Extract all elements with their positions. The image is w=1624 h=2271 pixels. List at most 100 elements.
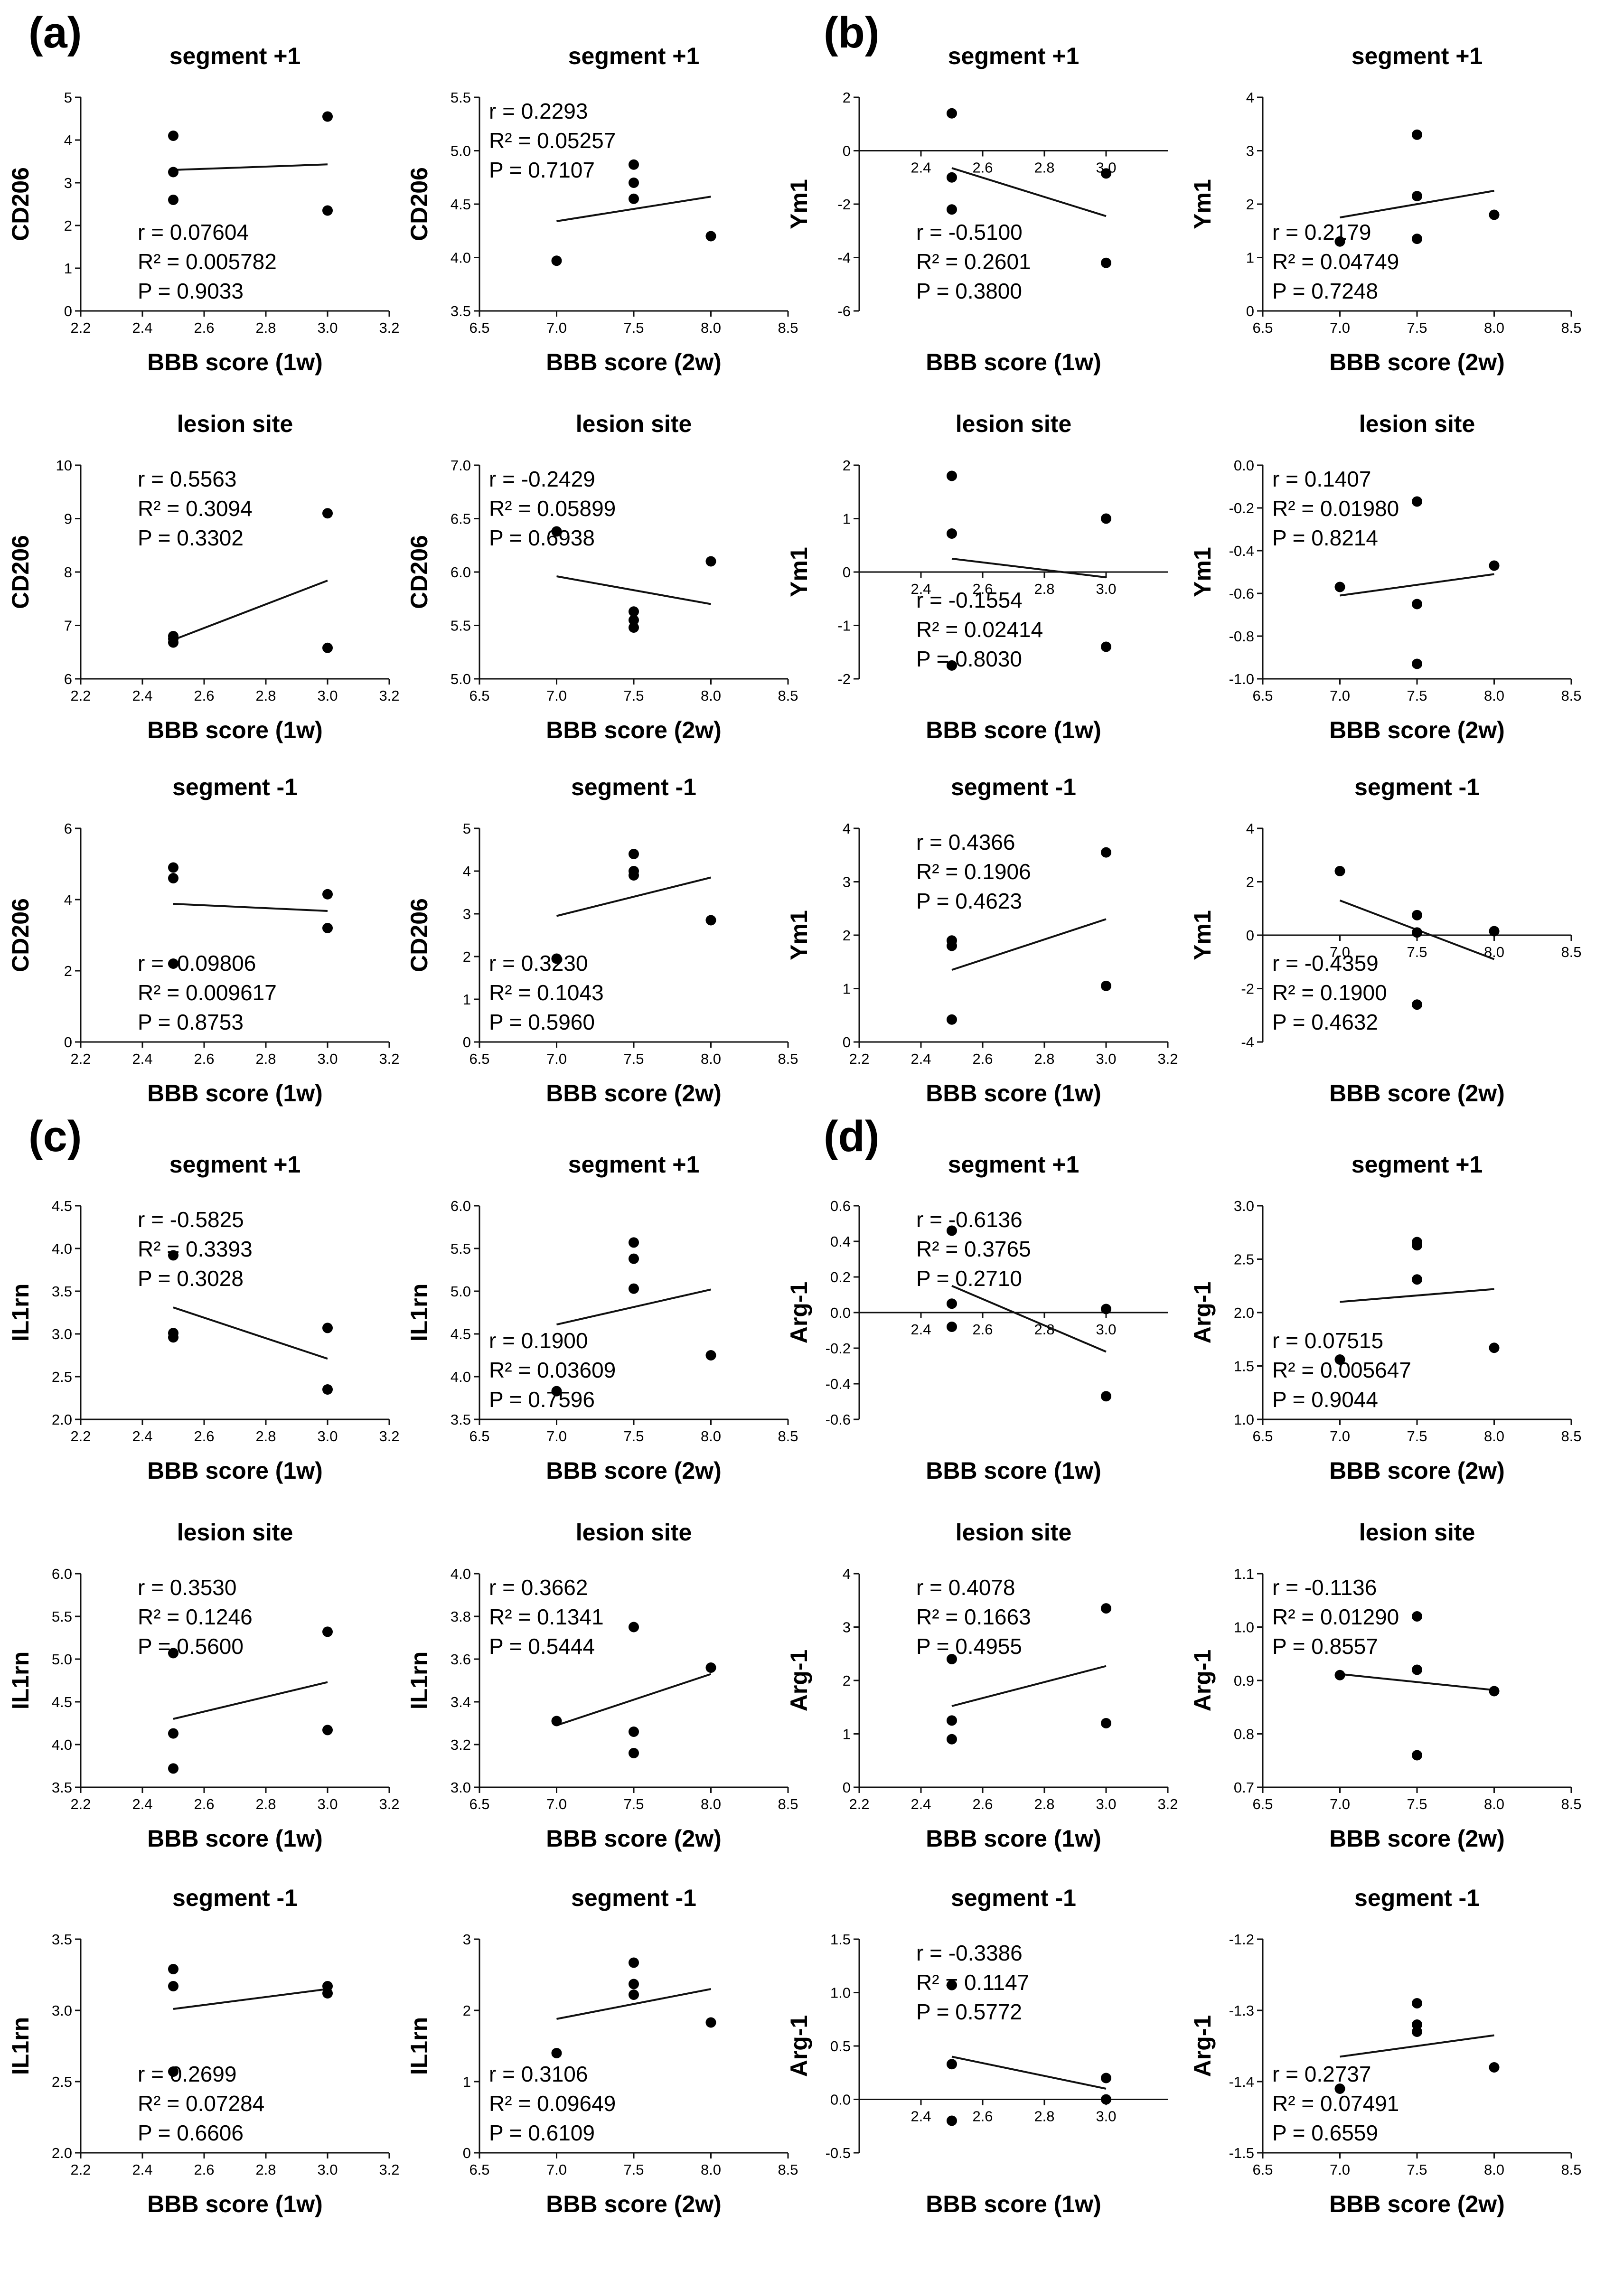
data-point bbox=[947, 108, 957, 119]
regression-line bbox=[951, 1285, 1107, 1353]
data-point bbox=[629, 615, 639, 626]
chart-title: segment -1 bbox=[1354, 1885, 1480, 1911]
data-point bbox=[1334, 1670, 1345, 1680]
y-tick-label: 2.5 bbox=[52, 2074, 72, 2090]
stat-line-3: P = 0.8030 bbox=[916, 647, 1022, 671]
y-tick-label: -1.4 bbox=[1229, 2074, 1254, 2090]
data-point bbox=[168, 1981, 178, 1991]
data-point bbox=[947, 2059, 957, 2070]
stat-line-2: R² = 0.04749 bbox=[1272, 249, 1399, 274]
y-axis-label: IL1rn bbox=[406, 2017, 432, 2075]
x-tick-label: 8.0 bbox=[1484, 944, 1504, 960]
x-axis-label: BBB score (1w) bbox=[147, 1080, 323, 1107]
data-point bbox=[1101, 847, 1111, 858]
y-tick-label: 1.1 bbox=[1234, 1566, 1254, 1582]
x-tick-label: 3.2 bbox=[379, 1796, 399, 1812]
chart-title: segment +1 bbox=[948, 43, 1080, 69]
chart-c-il1rn-22: segment -1 0 1 2 3 6.5 7.0 7.5 8.0 8.5 BBB score (… bbox=[406, 1885, 798, 2217]
data-point bbox=[1101, 513, 1111, 524]
data-point bbox=[1412, 1664, 1422, 1675]
x-tick-label: 3.0 bbox=[1096, 1796, 1116, 1812]
data-point bbox=[1101, 257, 1111, 268]
data-point bbox=[1101, 2094, 1111, 2105]
x-tick-label: 2.8 bbox=[255, 1796, 276, 1812]
x-tick-label: 6.5 bbox=[1252, 1428, 1273, 1445]
data-point bbox=[629, 849, 639, 859]
x-tick-label: 2.4 bbox=[132, 319, 152, 336]
data-point bbox=[168, 1332, 178, 1343]
y-tick-label: 2 bbox=[1246, 874, 1254, 891]
y-tick-label: 7.0 bbox=[451, 457, 471, 474]
x-tick-label: 7.5 bbox=[623, 1796, 644, 1812]
y-axis-label: CD206 bbox=[7, 167, 34, 241]
x-tick-label: 2.6 bbox=[194, 319, 214, 336]
x-tick-label: 7.5 bbox=[1407, 1796, 1427, 1812]
x-axis-label: BBB score (1w) bbox=[147, 717, 323, 743]
data-point bbox=[705, 915, 716, 926]
x-tick-label: 2.2 bbox=[70, 1796, 91, 1812]
data-point bbox=[1334, 1354, 1345, 1365]
y-tick-label: 2 bbox=[843, 457, 851, 474]
stat-line-2: R² = 0.1341 bbox=[489, 1605, 604, 1629]
data-point bbox=[1412, 658, 1422, 669]
data-point bbox=[629, 1237, 639, 1248]
x-tick-label: 8.0 bbox=[701, 1428, 721, 1445]
data-point bbox=[947, 1980, 957, 1990]
y-tick-label: 10 bbox=[56, 457, 72, 474]
y-tick-label: 4.5 bbox=[52, 1694, 72, 1710]
stat-line-3: P = 0.4632 bbox=[1272, 1010, 1378, 1034]
y-tick-label: 0 bbox=[843, 1779, 851, 1796]
data-point bbox=[629, 1283, 639, 1294]
chart-title: lesion site bbox=[576, 411, 692, 437]
stat-line-3: P = 0.6109 bbox=[489, 2121, 595, 2145]
y-tick-label: 0.0 bbox=[830, 2092, 851, 2108]
panel-label-c: (c) bbox=[28, 1112, 82, 1161]
x-tick-label: 2.4 bbox=[911, 1051, 931, 1067]
x-axis-label: BBB score (1w) bbox=[926, 1080, 1101, 1107]
regression-line bbox=[173, 1988, 328, 2010]
chart-title: segment -1 bbox=[571, 774, 696, 800]
x-tick-label: 8.5 bbox=[1561, 1796, 1581, 1812]
chart-b-ym1-12: segment -1 -4 -2 0 2 4 7.0 7.5 8.0 8.5 BBB score (… bbox=[1189, 774, 1582, 1107]
data-point bbox=[1412, 2027, 1422, 2037]
chart-title: lesion site bbox=[1359, 1519, 1475, 1546]
y-tick-label: 5.0 bbox=[451, 1283, 471, 1300]
data-point bbox=[551, 526, 562, 537]
x-tick-label: 2.8 bbox=[255, 2161, 276, 2178]
stat-line-3: P = 0.8753 bbox=[138, 1010, 244, 1034]
y-tick-label: 3 bbox=[64, 175, 72, 191]
y-tick-label: 6.5 bbox=[451, 511, 471, 527]
x-tick-label: 7.0 bbox=[546, 1051, 567, 1067]
y-tick-label: 5 bbox=[64, 89, 72, 106]
y-tick-label: 3.0 bbox=[1234, 1198, 1254, 1214]
x-tick-label: 2.2 bbox=[849, 1051, 869, 1067]
chart-title: segment -1 bbox=[172, 774, 298, 800]
y-axis-label: Arg-1 bbox=[786, 1650, 812, 1712]
x-tick-label: 7.0 bbox=[546, 1796, 567, 1812]
y-tick-label: 1.0 bbox=[1234, 1619, 1254, 1636]
y-tick-label: 4 bbox=[463, 863, 471, 880]
x-tick-label: 3.0 bbox=[317, 319, 338, 336]
x-tick-label: 2.8 bbox=[255, 1051, 276, 1067]
y-tick-label: 1.5 bbox=[1234, 1358, 1254, 1375]
chart-title: lesion site bbox=[177, 411, 293, 437]
data-point bbox=[947, 528, 957, 539]
data-point bbox=[168, 1763, 178, 1774]
x-tick-label: 2.2 bbox=[70, 319, 91, 336]
chart-c-il1rn-17: lesion site 3.5 4.0 4.5 5.0 5.5 6.0 2.2 2.4 2.6 2.… bbox=[7, 1519, 400, 1852]
y-tick-label: 4.0 bbox=[451, 1566, 471, 1582]
y-tick-label: -0.8 bbox=[1229, 628, 1254, 645]
data-point bbox=[947, 1014, 957, 1025]
x-tick-label: 6.5 bbox=[469, 687, 489, 704]
stat-line-3: P = 0.7596 bbox=[489, 1387, 595, 1412]
stat-line-1: r = -0.5825 bbox=[138, 1207, 244, 1232]
y-tick-label: 3 bbox=[843, 874, 851, 891]
x-tick-label: 8.0 bbox=[1484, 2161, 1504, 2178]
data-point bbox=[322, 205, 333, 216]
x-tick-label: 3.2 bbox=[1157, 1796, 1178, 1812]
x-tick-label: 6.5 bbox=[469, 2161, 489, 2178]
data-point bbox=[629, 193, 639, 204]
x-tick-label: 8.5 bbox=[1561, 687, 1581, 704]
regression-line bbox=[556, 1673, 712, 1727]
stat-line-1: r = -0.2429 bbox=[489, 467, 595, 491]
